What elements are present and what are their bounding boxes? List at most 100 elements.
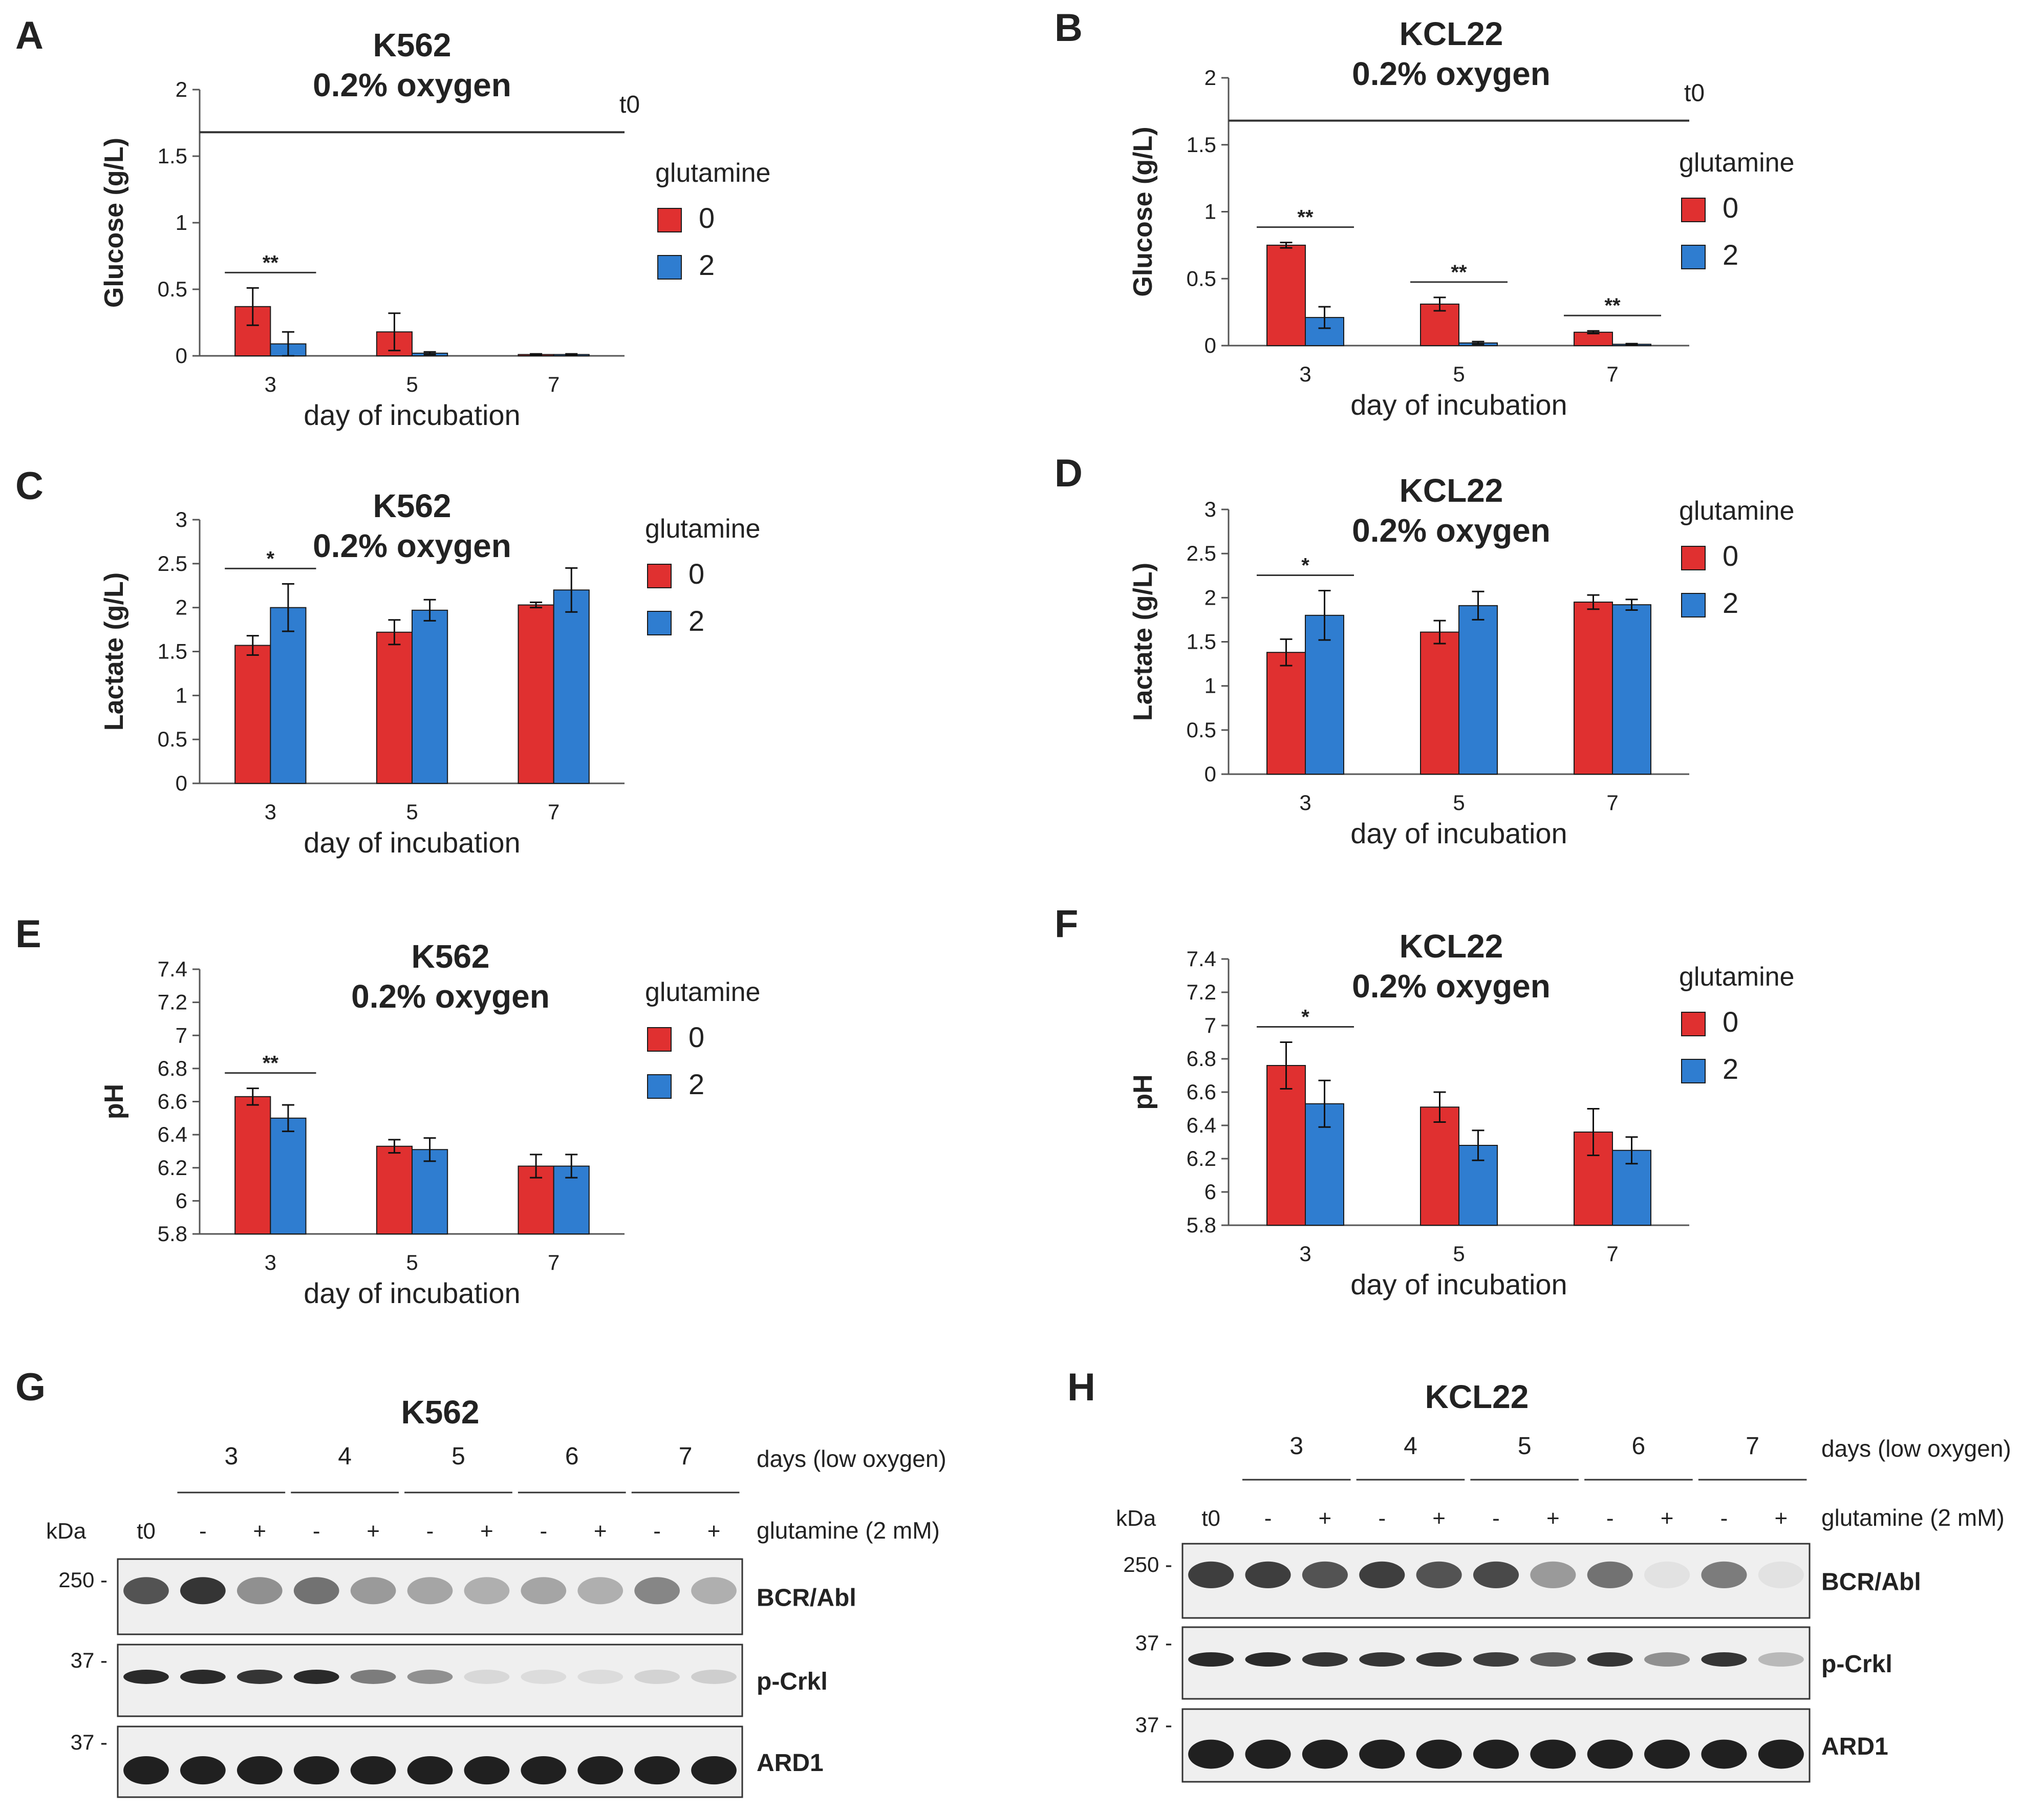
x-tick-label: 3 (265, 372, 276, 396)
blot-band (691, 1577, 737, 1605)
legend-entry-label: 0 (688, 1021, 704, 1053)
days-label: days (low oxygen) (757, 1445, 946, 1472)
bar-glutamine-2 (553, 589, 590, 784)
panel-letter: C (15, 464, 44, 508)
blot-band (1701, 1652, 1747, 1667)
y-tick-label: 3 (1204, 497, 1216, 521)
blot-band (577, 1756, 623, 1785)
blot-band (1245, 1561, 1291, 1588)
blot-band (293, 1756, 339, 1785)
legend-swatch (647, 1027, 672, 1052)
blot-band (1302, 1652, 1348, 1667)
x-tick-label: 7 (548, 372, 560, 396)
blot-band (577, 1670, 623, 1684)
significance-marker: * (1301, 1006, 1309, 1029)
blot-band (350, 1756, 396, 1785)
bar-glutamine-2 (1612, 604, 1651, 775)
y-tick-label: 1 (1204, 200, 1216, 224)
y-axis-label: pH (99, 1084, 129, 1119)
blot-band (1245, 1652, 1291, 1667)
chart-panel-a: A K562 0.2% oxygen 0 0.5 1 1.5 2 Glucose (g/L) 3 5… (15, 14, 770, 431)
blot-band (180, 1756, 226, 1785)
significance-marker: * (1301, 555, 1309, 577)
legend-swatch (657, 255, 682, 280)
lane-label: + (367, 1519, 380, 1544)
reference-line-label: t0 (619, 91, 640, 118)
chart-subtitle: 0.2% oxygen (313, 67, 511, 103)
significance-marker: ** (1297, 206, 1314, 229)
blot-band (1587, 1561, 1633, 1588)
y-tick-label: 2.5 (158, 551, 187, 575)
y-tick-label: 6.2 (1187, 1146, 1216, 1170)
blot-band (123, 1756, 169, 1785)
blot-band (180, 1577, 226, 1605)
legend-swatch (647, 1074, 672, 1099)
panel-letter: D (1055, 452, 1083, 495)
y-tick-label: 1.5 (1187, 630, 1216, 654)
y-axis-label: Lactate (g/L) (1128, 563, 1158, 721)
blot-band (293, 1577, 339, 1605)
blot-band (464, 1756, 510, 1785)
y-tick-label: 5.8 (1187, 1213, 1216, 1237)
days-label: days (low oxygen) (1821, 1435, 2011, 1462)
lane-label: - (426, 1519, 434, 1544)
day-label: 6 (1632, 1433, 1646, 1460)
y-tick-label: 6 (1204, 1180, 1216, 1204)
blot-band (1473, 1739, 1519, 1769)
x-tick-label: 5 (406, 372, 418, 396)
blot-band (1188, 1561, 1234, 1588)
y-tick-label: 5.8 (158, 1222, 187, 1246)
day-label: 7 (679, 1443, 693, 1470)
blot-band (1587, 1652, 1633, 1667)
lane-label: + (480, 1519, 493, 1544)
y-tick-label: 1.5 (1187, 133, 1216, 157)
x-tick-label: 7 (1606, 1242, 1618, 1266)
day-label: 5 (1518, 1433, 1532, 1460)
y-tick-label: 6 (176, 1188, 187, 1212)
x-tick-label: 7 (548, 1250, 560, 1274)
legend-swatch (657, 208, 682, 232)
lane-label: - (653, 1519, 661, 1544)
blot-band (1302, 1739, 1348, 1769)
legend-entry-label: 0 (1723, 1006, 1738, 1038)
blot-band (1530, 1652, 1576, 1667)
blot-band (1758, 1561, 1804, 1588)
glutamine-label: glutamine (2 mM) (757, 1517, 940, 1544)
blot-band (1587, 1739, 1633, 1769)
blot-band (1644, 1561, 1690, 1588)
legend-entry-label: 0 (1723, 540, 1738, 572)
blot-band (123, 1577, 169, 1605)
legend-swatch (1681, 1059, 1706, 1083)
blot-band (236, 1670, 283, 1684)
legend-title: glutamine (1679, 496, 1794, 526)
y-tick-label: 0 (1204, 762, 1216, 786)
y-tick-label: 6.4 (1187, 1113, 1216, 1137)
blot-band (1701, 1561, 1747, 1588)
blot-band (1416, 1739, 1462, 1769)
legend-swatch (1681, 198, 1706, 222)
legend-entry-label: 2 (1723, 1053, 1738, 1085)
legend-swatch (1681, 593, 1706, 617)
blot-band (1416, 1652, 1462, 1667)
day-label: 4 (1404, 1433, 1417, 1460)
lane-label: - (313, 1519, 320, 1544)
blot-band (634, 1756, 680, 1785)
chart-title: KCL22 (1400, 928, 1503, 965)
x-tick-label: 3 (1299, 362, 1311, 386)
chart-title: KCL22 (1400, 15, 1503, 52)
panel-letter: A (15, 14, 44, 57)
blot-band (1758, 1652, 1804, 1667)
legend-swatch (1681, 546, 1706, 570)
y-tick-label: 1.5 (158, 144, 187, 168)
y-tick-label: 2 (176, 595, 187, 620)
legend-title: glutamine (645, 514, 760, 544)
lane-label: + (1432, 1506, 1446, 1531)
x-axis-label: day of incubation (1350, 1268, 1567, 1301)
lane-label: + (594, 1519, 607, 1544)
significance-marker: ** (1604, 294, 1621, 317)
x-axis-label: day of incubation (1350, 817, 1567, 849)
blot-band (1530, 1739, 1576, 1769)
blot-band (236, 1756, 283, 1785)
